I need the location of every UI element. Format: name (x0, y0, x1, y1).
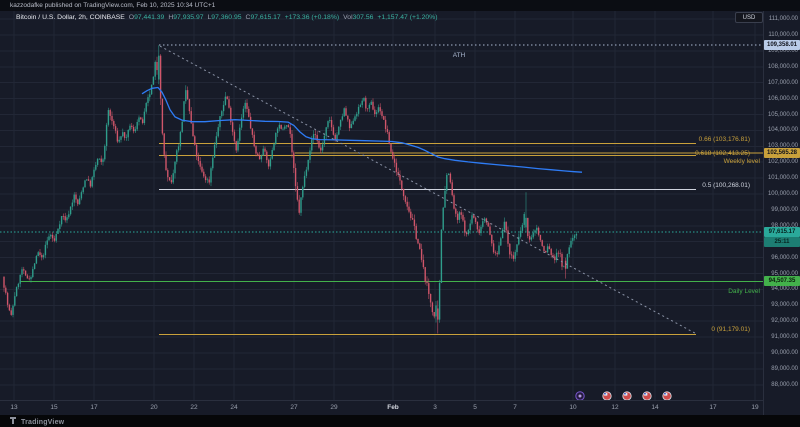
level-label-fib-0618: 0.618 (102,413.25) (695, 150, 750, 157)
price-axis-label: 110,000.00 (768, 32, 798, 38)
price-axis-label: 107,000.00 (767, 79, 798, 86)
level-label-ath: ATH (453, 52, 466, 59)
price-axis-label: 108,000.00 (767, 63, 798, 70)
price-axis-label: 91,000.00 (771, 334, 798, 341)
ohlc-value: 97,935.97 (173, 14, 204, 21)
time-axis-label: 5 (473, 404, 477, 411)
currency-toggle-button[interactable]: USD (735, 12, 763, 23)
price-axis-label: 104,000.00 (767, 127, 798, 134)
time-axis-label: 12 (611, 404, 619, 411)
price-axis-label: 95,000.00 (771, 270, 798, 277)
time-axis-label: 22 (190, 404, 198, 411)
level-lines[interactable] (0, 44, 763, 335)
price-axis-label: 94,000.00 (771, 286, 798, 293)
level-label-daily-level: Daily Level (728, 288, 760, 295)
time-axis[interactable]: 13 15 17 20 22 24 27 29 Feb 3 5 7 10 12 14 17 19 (0, 400, 763, 415)
us-economic-event-icon[interactable] (662, 391, 672, 401)
price-tag: 109,358.01 (764, 40, 800, 51)
bar-countdown: 25:11 (764, 236, 800, 247)
tradingview-logo-icon (10, 417, 18, 424)
price-axis-label: 100,000.00 (767, 191, 798, 197)
price-change: +173.36 (+0.18%) (284, 14, 340, 21)
tradingview-logo[interactable]: TradingView (10, 417, 64, 426)
price-axis-label: 92,000.00 (771, 318, 798, 325)
trendline[interactable] (159, 45, 696, 334)
us-economic-event-icon[interactable] (602, 391, 612, 401)
price-tag: 102,565.28 (764, 148, 800, 159)
time-axis-label: 17 (90, 404, 98, 411)
publish-note: kazzodafke published on TradingView.com,… (0, 0, 800, 11)
price-axis-label: 88,000.00 (771, 381, 798, 388)
price-axis-label: 101,000.00 (767, 175, 798, 182)
price-axis-label: 93,000.00 (771, 302, 798, 309)
time-axis-label: 29 (330, 404, 338, 411)
price-axis-label: 103,000.00 (767, 143, 798, 150)
time-axis-label: Feb (387, 404, 399, 411)
price-axis-label: 90,000.00 (771, 350, 798, 356)
bottom-bar: TradingView (0, 415, 800, 427)
ohlc-value: 97,360.95 (211, 14, 242, 21)
price-axis-label: 106,000.00 (767, 95, 798, 102)
ohlc-label: C (245, 14, 251, 21)
price-axis-label: 105,000.00 (767, 111, 798, 118)
ohlc-label: H (168, 14, 174, 21)
time-axis-label: 3 (433, 404, 437, 411)
time-axis-label: 10 (569, 404, 577, 411)
level-label-fib-05: 0.5 (100,268.01) (702, 182, 750, 189)
chart-pane (0, 11, 800, 415)
price-axis-label: 109,000.00 (767, 47, 798, 54)
level-label-fib-0: 0 (91,179.01) (711, 326, 750, 333)
chart-legend: Bitcoin / U.S. Dollar, 2h, COINBASE O97,4… (16, 14, 437, 21)
level-label-weekly-level: Weekly level (724, 158, 761, 165)
level-label-fib-066: 0.66 (103,176.81) (699, 136, 750, 143)
volume-value: 307.56 (352, 14, 374, 21)
price-tag: 97,615.17 (764, 226, 800, 237)
time-axis-label: 17 (709, 404, 717, 411)
price-axis-label: 111,000.00 (768, 16, 798, 23)
us-economic-event-icon[interactable] (642, 391, 652, 401)
candlestick-series[interactable] (3, 45, 578, 334)
volume-change: +1,157.47 (+1.20%) (377, 14, 438, 21)
symbol-title[interactable]: Bitcoin / U.S. Dollar, 2h, COINBASE (16, 14, 125, 21)
time-axis-label: 13 (10, 404, 18, 411)
price-axis-label: 89,000.00 (771, 365, 798, 372)
price-axis-label: 96,000.00 (771, 254, 798, 261)
ohlc-label: L (207, 14, 212, 21)
ma-line[interactable] (141, 86, 583, 173)
time-axis-label: 20 (150, 404, 158, 411)
time-axis-label: 19 (751, 404, 759, 411)
time-axis-label: 27 (290, 404, 298, 411)
ohlc-value: 97,615.17 (250, 14, 281, 21)
price-tag: 94,507.35 (764, 276, 800, 287)
time-axis-label: 24 (230, 404, 238, 411)
time-axis-label: 15 (50, 404, 58, 411)
event-icons[interactable] (575, 391, 672, 401)
ohlc-label: O (128, 14, 135, 21)
us-economic-event-icon[interactable] (622, 391, 632, 401)
time-axis-label: 7 (513, 404, 517, 411)
price-axis-label: 98,000.00 (771, 222, 798, 229)
crypto-event-icon[interactable] (575, 391, 585, 401)
volume-label: Vol (343, 14, 353, 21)
ohlc-value: 97,441.39 (134, 14, 165, 21)
price-axis-label: 102,000.00 (767, 159, 798, 166)
price-axis-label: 99,000.00 (771, 206, 798, 213)
time-axis-label: 14 (651, 404, 659, 411)
price-axis[interactable]: 88,000.00 89,000.00 90,000.00 91,000.00 92,0… (763, 11, 800, 415)
